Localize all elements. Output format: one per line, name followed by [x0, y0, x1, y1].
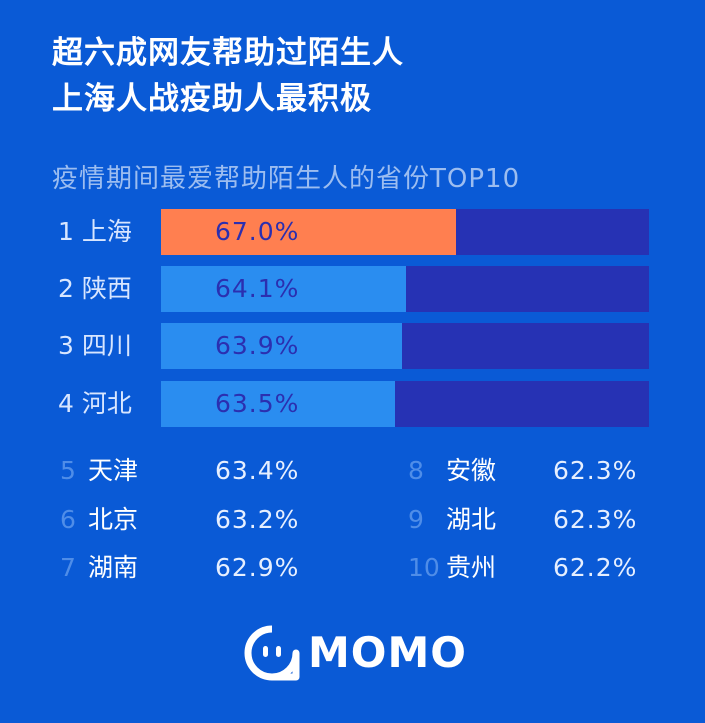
bar-row: 3 四川 63.9%: [0, 323, 705, 369]
list-item-value: 62.3%: [553, 456, 638, 485]
bar-category-label: 1 上海: [58, 217, 132, 246]
bar-data-label: 64.1%: [215, 274, 300, 303]
list-item-rank: 8: [408, 456, 424, 485]
list-item-value: 62.2%: [553, 553, 638, 582]
brand-name: MOMO: [308, 628, 467, 677]
bar-row: 2 陕西 64.1%: [0, 266, 705, 312]
bar-data-label: 67.0%: [215, 217, 300, 246]
bar-category-label: 2 陕西: [58, 274, 132, 303]
list-item-rank: 9: [408, 505, 424, 534]
chart-title: 疫情期间最爱帮助陌生人的省份TOP10: [52, 164, 521, 194]
list-item-province: 贵州: [446, 553, 497, 582]
list-item-province: 湖南: [88, 553, 139, 582]
list-item: 9 湖北 62.3%: [408, 500, 648, 540]
headline-line-2: 上海人战疫助人最积极: [52, 81, 372, 117]
headline-line-1: 超六成网友帮助过陌生人: [52, 35, 404, 71]
bar-track: 67.0%: [161, 209, 649, 255]
list-item: 5 天津 63.4%: [60, 451, 300, 491]
bar-track: 63.5%: [161, 381, 649, 427]
list-item-value: 62.9%: [215, 553, 300, 582]
list-item-province: 安徽: [446, 456, 497, 485]
bar-data-label: 63.9%: [215, 331, 300, 360]
list-item-rank: 5: [60, 456, 76, 485]
list-item-province: 湖北: [446, 505, 497, 534]
headline: 超六成网友帮助过陌生人 上海人战疫助人最积极: [52, 30, 404, 122]
list-item-value: 62.3%: [553, 505, 638, 534]
bar-row: 4 河北 63.5%: [0, 381, 705, 427]
bar: [161, 323, 403, 369]
list-item: 6 北京 63.2%: [60, 500, 300, 540]
list-item-rank: 6: [60, 505, 76, 534]
bar-row: 1 上海 67.0%: [0, 209, 705, 255]
bar-track: 64.1%: [161, 266, 649, 312]
bar: [161, 266, 406, 312]
list-item: 8 安徽 62.3%: [408, 451, 648, 491]
list-item-value: 63.4%: [215, 456, 300, 485]
bar: [161, 381, 396, 427]
momo-logo-icon: [244, 625, 300, 681]
list-item-rank: 7: [60, 553, 76, 582]
list-item: 7 湖南 62.9%: [60, 548, 300, 588]
bar-data-label: 63.5%: [215, 389, 300, 418]
bar-track: 63.9%: [161, 323, 649, 369]
bar: [161, 209, 456, 255]
bar-category-label: 4 河北: [58, 389, 132, 418]
bar-category-label: 3 四川: [58, 331, 132, 360]
list-item-rank: 10: [408, 553, 440, 582]
list-item-province: 北京: [88, 505, 139, 534]
momo-logo: MOMO: [244, 625, 474, 681]
list-item: 10 贵州 62.2%: [408, 548, 648, 588]
list-item-province: 天津: [88, 456, 139, 485]
list-item-value: 63.2%: [215, 505, 300, 534]
